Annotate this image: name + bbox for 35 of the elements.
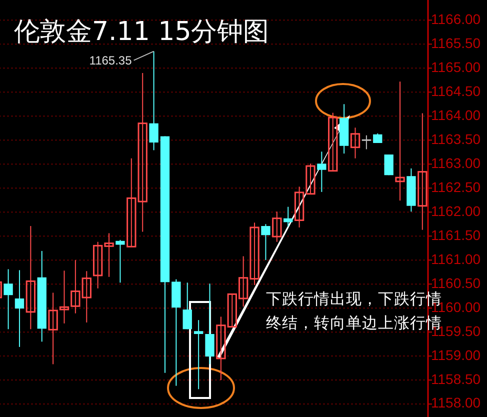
candlestick bbox=[384, 154, 394, 176]
text: 伦敦金7.11 15分钟图 bbox=[14, 17, 270, 47]
candlestick bbox=[149, 50, 158, 151]
candlestick bbox=[317, 151, 326, 192]
candlestick bbox=[328, 112, 338, 172]
y-tick-label: 1163.50 bbox=[431, 130, 481, 147]
candlestick bbox=[350, 127, 360, 159]
y-tick-label: 1166.00 bbox=[431, 10, 481, 27]
y-tick-label: 1162.50 bbox=[431, 178, 481, 195]
y-tick-label: 1158.00 bbox=[431, 394, 481, 411]
candlestick bbox=[126, 158, 136, 248]
y-tick-label: 1161.00 bbox=[431, 250, 481, 267]
candlestick bbox=[26, 226, 36, 330]
y-tick-label: 1158.50 bbox=[431, 370, 481, 387]
y-tick-label: 1160.50 bbox=[431, 274, 481, 291]
candlestick bbox=[361, 134, 372, 150]
candlestick bbox=[138, 72, 148, 232]
candlestick bbox=[272, 211, 282, 242]
candlestick bbox=[261, 224, 270, 261]
y-tick-label: 1163.00 bbox=[431, 154, 481, 171]
candlestick bbox=[194, 320, 204, 390]
candlestick bbox=[4, 268, 13, 330]
candlestick bbox=[116, 239, 125, 284]
candlestick bbox=[205, 283, 214, 365]
y-tick-label: 1165.00 bbox=[431, 58, 481, 75]
y-tick-label: 1165.50 bbox=[431, 34, 481, 51]
candlestick bbox=[182, 282, 192, 330]
y-tick-label: 1159.00 bbox=[431, 346, 481, 363]
annotation: 1165.35 bbox=[89, 53, 132, 68]
y-tick-label: 1162.00 bbox=[431, 202, 481, 219]
candlestick bbox=[14, 270, 24, 348]
candlestick bbox=[395, 81, 405, 202]
y-tick-label: 1164.50 bbox=[431, 82, 481, 99]
y-tick-label: 1161.50 bbox=[431, 226, 481, 243]
y-tick-label: 1164.00 bbox=[431, 106, 481, 123]
